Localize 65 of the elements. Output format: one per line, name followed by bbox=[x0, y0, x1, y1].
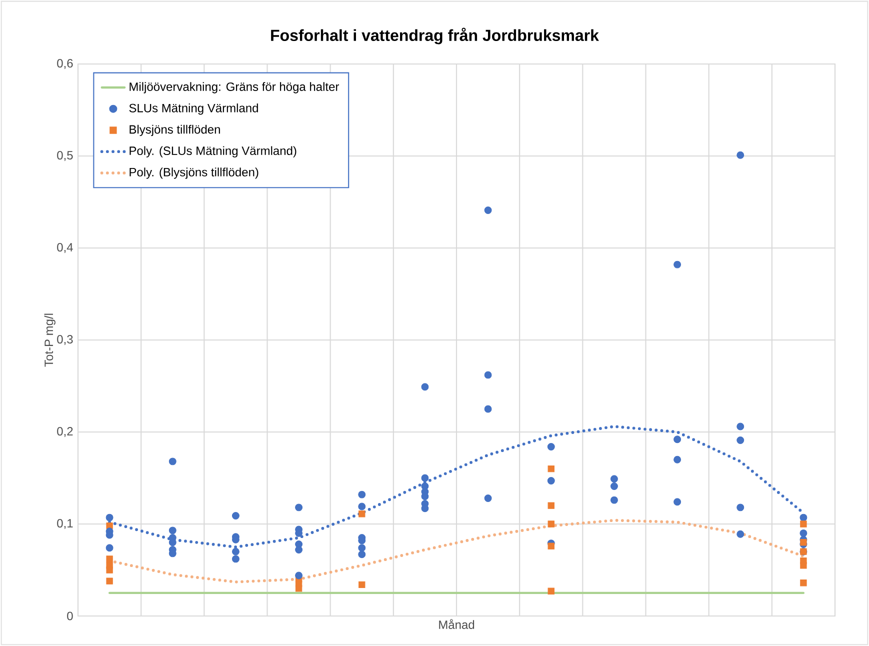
point bbox=[295, 546, 303, 554]
point bbox=[547, 442, 555, 450]
y-tick-label: 0,6 bbox=[57, 59, 73, 69]
chart-title: Fosforhalt i vattendrag från Jordbruksmark bbox=[271, 28, 599, 44]
point bbox=[421, 383, 429, 391]
point bbox=[736, 530, 744, 538]
point bbox=[547, 477, 555, 484]
point bbox=[232, 512, 240, 520]
point bbox=[168, 526, 176, 534]
point bbox=[736, 151, 744, 159]
y-tick-label: 0,5 bbox=[57, 151, 73, 161]
point bbox=[358, 510, 366, 518]
point bbox=[484, 405, 492, 413]
point bbox=[736, 436, 744, 444]
point bbox=[106, 514, 114, 522]
legend-label: Poly. (Blysjöns tillflöden) bbox=[130, 168, 258, 179]
y-tick-label: 0 bbox=[67, 612, 73, 620]
y-axis-title: Tot-P mg/l bbox=[44, 314, 56, 367]
point bbox=[106, 578, 113, 584]
x-axis-title: Månad bbox=[439, 619, 474, 629]
point bbox=[484, 371, 492, 379]
point bbox=[295, 585, 302, 592]
point bbox=[736, 504, 744, 512]
point bbox=[358, 550, 366, 558]
point bbox=[295, 572, 303, 580]
point bbox=[106, 544, 114, 552]
point bbox=[800, 514, 808, 522]
point bbox=[484, 494, 492, 502]
point bbox=[548, 542, 554, 550]
legend-label: Blysjöns tillflöden bbox=[130, 124, 220, 136]
point bbox=[610, 475, 618, 483]
point bbox=[674, 260, 682, 268]
point bbox=[168, 458, 176, 466]
point bbox=[674, 456, 682, 464]
point bbox=[610, 496, 618, 504]
y-tick-label: 0,1 bbox=[57, 519, 73, 529]
point bbox=[548, 520, 554, 528]
y-tick-label: 0,3 bbox=[57, 335, 73, 345]
point bbox=[800, 529, 808, 537]
point bbox=[736, 422, 744, 430]
legend-label: Poly. (SLUs Mätning Värmland) bbox=[130, 146, 296, 158]
point bbox=[232, 548, 240, 556]
y-tick-label: 0,2 bbox=[57, 427, 73, 437]
point bbox=[421, 474, 429, 482]
point bbox=[548, 588, 554, 594]
point bbox=[358, 544, 366, 552]
point bbox=[232, 555, 240, 563]
point bbox=[106, 566, 113, 574]
legend-label: Miljöövervakning: Gräns för höga halter bbox=[130, 82, 340, 94]
point bbox=[548, 465, 554, 472]
point bbox=[800, 580, 807, 586]
y-tick-label: 0,4 bbox=[57, 243, 73, 253]
point bbox=[358, 581, 366, 588]
point bbox=[484, 206, 492, 214]
point bbox=[106, 556, 113, 562]
point bbox=[800, 520, 807, 528]
point bbox=[358, 502, 366, 510]
legend-label: SLUs Mätning Värmland bbox=[129, 104, 258, 115]
point bbox=[610, 482, 618, 490]
point bbox=[548, 502, 554, 509]
point bbox=[800, 562, 807, 569]
point bbox=[674, 436, 682, 444]
point bbox=[358, 490, 366, 498]
point bbox=[674, 498, 682, 506]
point bbox=[295, 504, 303, 512]
